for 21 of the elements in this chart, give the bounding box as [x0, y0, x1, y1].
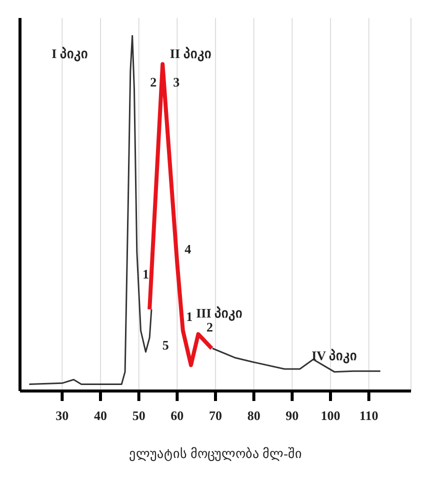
- x-tick-label: 90: [286, 408, 299, 424]
- x-tick-label: 110: [359, 408, 378, 424]
- annotation: 3: [173, 74, 180, 90]
- x-tick-label: 80: [247, 408, 260, 424]
- annotation: 5: [162, 337, 170, 352]
- x-tick-label: 60: [170, 408, 184, 424]
- x-tick-label: 100: [320, 408, 340, 424]
- x-tick-label: 40: [94, 408, 107, 424]
- annotation: 2: [150, 74, 157, 90]
- x-tick-label: 30: [56, 408, 69, 424]
- x-tick-label: 70: [209, 408, 222, 424]
- annotation: 2: [206, 320, 213, 335]
- annotation: IV პიკი: [312, 348, 358, 364]
- annotation: 1: [186, 309, 193, 324]
- annotation: I პიკი: [52, 46, 88, 62]
- annotation: III პიკი: [196, 305, 243, 322]
- annotation: II პიკი: [170, 46, 212, 62]
- x-tick-label: 50: [132, 408, 146, 424]
- annotation: 4: [184, 242, 192, 257]
- annotation: 1: [142, 266, 149, 282]
- x-axis-title: ელუატის მოცულობა მლ-ში: [129, 446, 302, 462]
